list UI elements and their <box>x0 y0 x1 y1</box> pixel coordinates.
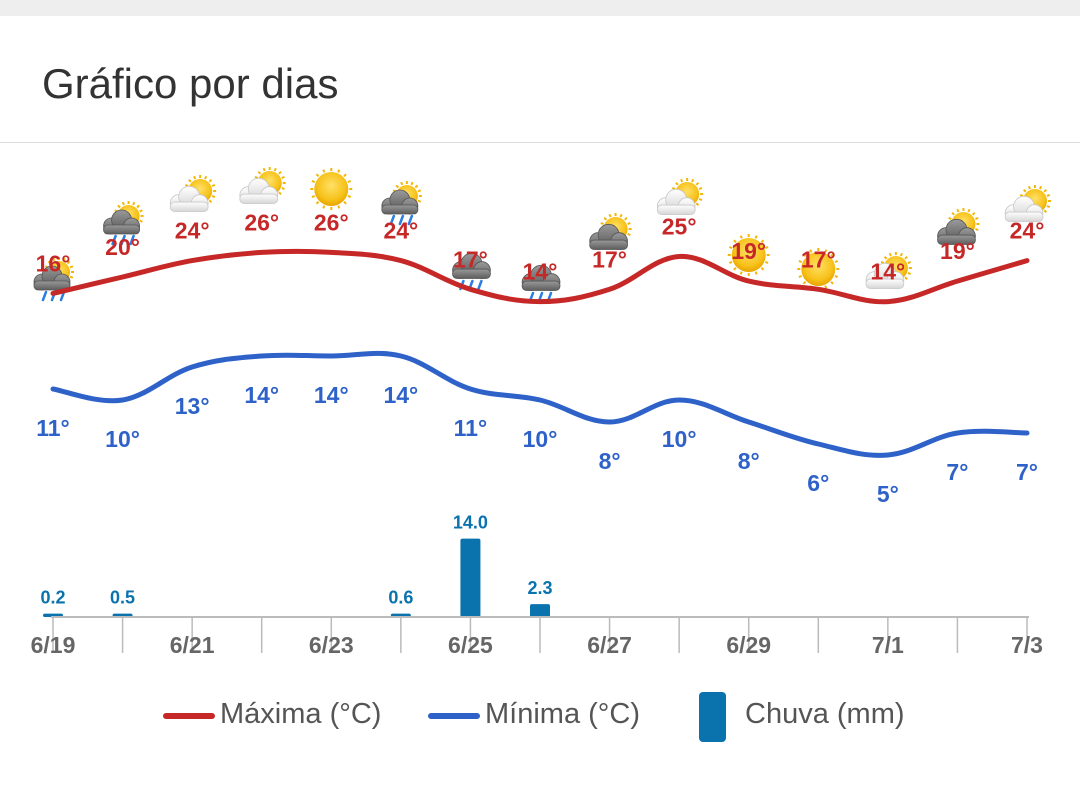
min-temp-line <box>50 350 1030 458</box>
min-temp-label: 10° <box>523 426 558 452</box>
max-temp-label: 24° <box>1010 218 1045 244</box>
legend-item-max[interactable]: Máxima (°C) <box>160 688 400 744</box>
max-temp-label: 25° <box>662 214 697 240</box>
min-temp-label: 8° <box>599 448 621 474</box>
min-temp-label: 13° <box>175 393 210 419</box>
max-temp-label: 20° <box>105 234 140 260</box>
partly-cloudy-icon <box>656 178 704 215</box>
max-temp-label: 26° <box>244 209 279 235</box>
max-temp-label: 17° <box>453 246 488 272</box>
max-temp-label: 19° <box>940 238 975 264</box>
max-temp-label: 17° <box>801 246 836 272</box>
x-tick-label: 7/3 <box>1011 632 1043 658</box>
min-temp-label: 10° <box>105 426 140 452</box>
min-temp-label: 7° <box>1016 459 1038 485</box>
sun-icon <box>797 248 840 290</box>
max-temp-label: 24° <box>383 218 418 244</box>
chart-legend: Máxima (°C) Mínima (°C) Chuva (mm) <box>0 688 1080 748</box>
max-temp-label: 17° <box>592 246 627 272</box>
max-temp-label: 26° <box>314 209 349 235</box>
rain-value-label: 0.6 <box>388 588 413 608</box>
max-temp-label: 24° <box>175 218 210 244</box>
legend-swatch-max <box>163 713 215 719</box>
sun-icon <box>310 168 353 210</box>
min-temp-label: 11° <box>454 415 488 441</box>
rain-cloud-sun-icon <box>33 257 74 302</box>
partly-cloudy-icon <box>1004 185 1051 222</box>
min-temp-label: 10° <box>662 426 697 452</box>
daily-forecast-chart: 16° 20° 24° 26° 26° 24° 17° 14° 17° 25° 19° 17° 14° 1… <box>31 167 1051 658</box>
x-tick-label: 6/25 <box>448 632 493 658</box>
rain-bar <box>460 538 481 617</box>
min-temp-label: 14° <box>383 382 418 408</box>
min-temp-label: 6° <box>807 470 829 496</box>
rain-cloud-sun-icon <box>381 181 422 226</box>
x-tick-label: 6/21 <box>170 632 215 658</box>
x-tick-label: 6/23 <box>309 632 354 658</box>
x-tick-label: 6/27 <box>587 632 632 658</box>
sun-behind-dark-cloud-icon <box>589 213 632 250</box>
partly-cloudy-icon <box>865 252 912 289</box>
legend-swatch-rain <box>699 692 726 742</box>
legend-item-min[interactable]: Mínima (°C) <box>425 688 665 744</box>
min-temp-label: 11° <box>36 415 70 441</box>
rain-value-label: 0.2 <box>40 588 65 608</box>
sun-icon <box>727 234 770 276</box>
partly-cloudy-icon <box>239 167 286 204</box>
rain-value-label: 14.0 <box>453 513 488 533</box>
x-tick-label: 6/29 <box>726 632 771 658</box>
max-temp-label: 14° <box>523 259 558 285</box>
max-temp-label: 19° <box>731 238 766 264</box>
legend-label-min: Mínima (°C) <box>485 698 640 730</box>
legend-swatch-min <box>428 713 480 719</box>
rain-cloud-sun-icon <box>103 201 144 246</box>
min-temp-label: 14° <box>314 382 349 408</box>
x-tick-label: 6/19 <box>31 632 76 658</box>
rain-value-label: 2.3 <box>527 578 552 598</box>
min-temp-label: 8° <box>738 448 760 474</box>
legend-label-rain: Chuva (mm) <box>745 698 905 730</box>
max-temp-label: 14° <box>870 259 905 285</box>
top-strip <box>0 0 1080 16</box>
page-title: Gráfico por dias <box>42 60 339 107</box>
min-temp-label: 5° <box>877 481 899 507</box>
max-temp-label: 16° <box>36 250 71 276</box>
rain-value-label: 0.5 <box>110 588 135 608</box>
rain-cloud-icon <box>452 252 491 291</box>
sun-behind-dark-cloud-icon <box>937 208 980 245</box>
max-temp-line <box>50 248 1030 305</box>
x-tick-label: 7/1 <box>872 632 904 658</box>
card-header: Gráfico por dias <box>0 16 1080 143</box>
min-temp-label: 14° <box>244 382 279 408</box>
legend-label-max: Máxima (°C) <box>220 698 382 730</box>
legend-item-rain[interactable]: Chuva (mm) <box>698 688 938 744</box>
partly-cloudy-icon <box>169 175 217 212</box>
min-temp-label: 7° <box>946 459 968 485</box>
rain-bar <box>530 604 550 617</box>
